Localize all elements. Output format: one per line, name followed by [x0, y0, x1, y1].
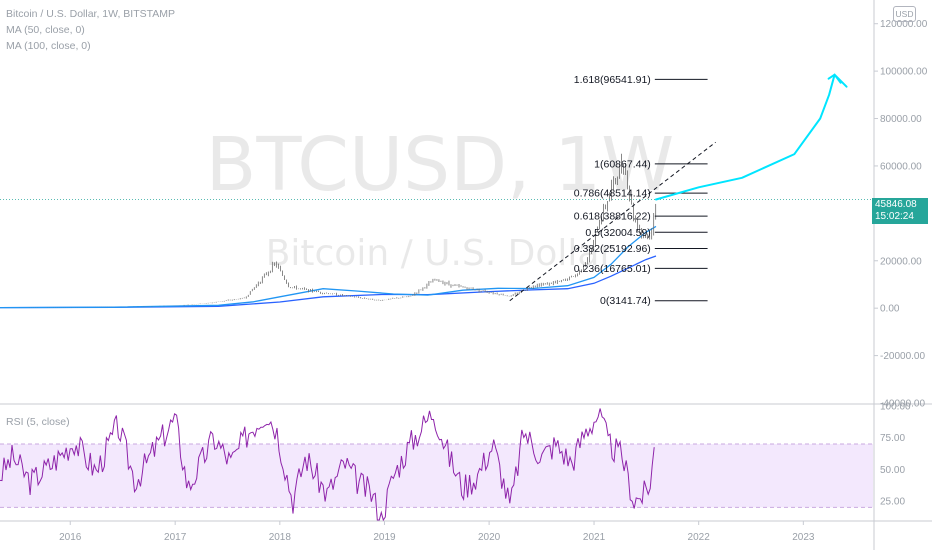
- price-tick-label: 120000.00: [880, 19, 928, 30]
- price-tick-label: 80000.00: [880, 114, 922, 125]
- trend-line-path: [509, 141, 716, 302]
- watermark-symbol: BTCUSD, 1W: [206, 122, 675, 208]
- indicator-ma-100-label[interactable]: MA (100, close, 0): [6, 40, 91, 52]
- bar-countdown: 15:02:24: [875, 211, 914, 222]
- price-tick-label: 20000.00: [880, 256, 922, 267]
- fib-level-label: 0.236(16765.01): [574, 263, 651, 275]
- fib-level-label: 0(3141.74): [600, 295, 651, 307]
- time-axis: 2016 2017 2018 2019 2020 2021 2022 2023: [59, 521, 815, 543]
- watermark-name: Bitcoin / U.S. Dollar: [266, 233, 615, 274]
- chart-title[interactable]: Bitcoin / U.S. Dollar, 1W, BITSTAMP: [6, 8, 176, 20]
- time-tick-label: 2017: [164, 532, 187, 543]
- time-tick-label: 2019: [373, 532, 396, 543]
- fib-level-label: 1.618(96541.91): [574, 74, 651, 86]
- rsi-panel: [0, 443, 873, 508]
- projection-arrowhead: [827, 73, 848, 88]
- current-price-badge: 45846.08 15:02:24: [872, 198, 928, 224]
- time-tick-label: 2022: [688, 532, 711, 543]
- fib-level-label: 0.786(48514.14): [574, 188, 651, 200]
- price-tick-label: -20000.00: [880, 351, 925, 362]
- trend-line[interactable]: [509, 141, 716, 302]
- time-tick-label: 2020: [478, 532, 501, 543]
- watermark: BTCUSD, 1W Bitcoin / U.S. Dollar: [206, 122, 675, 274]
- rsi-tick-label: 25.00: [880, 497, 905, 508]
- price-tick-label: 60000.00: [880, 161, 922, 172]
- rsi-axis: 100.00 75.00 50.00 25.00: [880, 402, 911, 508]
- time-tick-label: 2018: [269, 532, 292, 543]
- price-series: [0, 153, 873, 308]
- indicator-ma-50-label[interactable]: MA (50, close, 0): [6, 24, 85, 36]
- rsi-tick-label: 100.00: [880, 402, 911, 413]
- time-tick-label: 2023: [792, 532, 815, 543]
- price-tick-label: -40000.00: [880, 399, 925, 410]
- fib-level-label: 0.5(32004.59): [585, 227, 650, 239]
- fib-level-label: 0.382(25192.96): [574, 243, 651, 255]
- rsi-tick-label: 75.00: [880, 433, 905, 444]
- rsi-path: [0, 408, 655, 522]
- rsi-series: [0, 408, 655, 522]
- current-price-value: 45846.08: [875, 199, 917, 210]
- fib-level-label: 1(60867.44): [594, 158, 651, 170]
- rsi-title[interactable]: RSI (5, close): [6, 416, 70, 428]
- rsi-tick-label: 50.00: [880, 465, 905, 476]
- price-tick-label: 0.00: [880, 304, 900, 315]
- time-tick-label: 2021: [583, 532, 606, 543]
- currency-badge[interactable]: USD: [893, 6, 916, 22]
- fibonacci-extension[interactable]: 1.618(96541.91) 1(60867.44) 0.786(48514.14…: [574, 74, 708, 307]
- projection-path: [655, 73, 836, 201]
- fib-level-label: 0.618(38816.22): [574, 211, 651, 223]
- rsi-band: [0, 444, 873, 508]
- time-tick-label: 2016: [59, 532, 82, 543]
- price-tick-label: 100000.00: [880, 67, 928, 78]
- ma-50-line: [0, 225, 657, 309]
- projection-drawing[interactable]: [655, 73, 932, 201]
- ma-50-path: [0, 225, 657, 309]
